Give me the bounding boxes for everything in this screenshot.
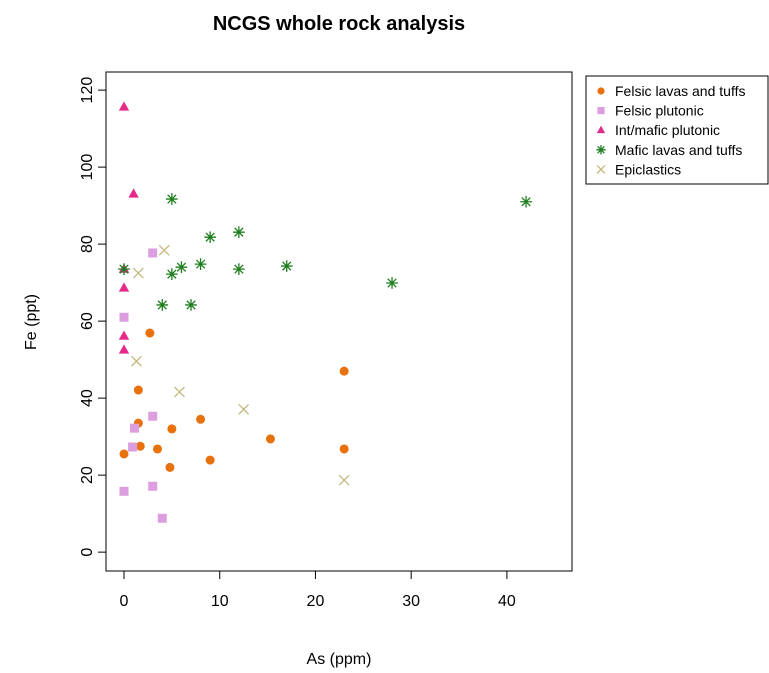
- legend-marker: [596, 145, 606, 155]
- point: [174, 386, 185, 398]
- legend-marker: [596, 125, 606, 134]
- y-tick-label: 60: [79, 312, 96, 330]
- legend-label: Epiclastics: [615, 161, 681, 177]
- y-tick-label: 0: [79, 548, 96, 557]
- point: [148, 481, 158, 491]
- point: [128, 442, 138, 452]
- y-tick-label: 100: [79, 154, 96, 181]
- legend-marker: [597, 87, 605, 95]
- x-tick-label: 0: [120, 593, 129, 610]
- point: [130, 423, 140, 433]
- point: [265, 434, 275, 444]
- y-axis-label: Fe (ppt): [23, 294, 40, 350]
- chart-title: NCGS whole rock analysis: [213, 13, 465, 35]
- point: [238, 403, 250, 415]
- legend-box: [585, 75, 769, 185]
- point: [166, 193, 178, 205]
- x-tick-label: 40: [498, 593, 516, 610]
- legend-label: Felsic plutonic: [615, 103, 704, 119]
- point: [339, 366, 349, 376]
- x-tick-label: 10: [211, 593, 229, 610]
- point: [194, 258, 207, 270]
- point: [118, 101, 130, 111]
- point: [128, 188, 139, 198]
- point: [158, 244, 170, 256]
- legend-label: Mafic lavas and tuffs: [615, 142, 742, 158]
- point: [338, 474, 350, 486]
- point: [166, 268, 178, 280]
- point: [119, 486, 129, 496]
- x-tick-label: 20: [307, 593, 325, 610]
- point: [132, 267, 144, 279]
- point: [196, 414, 206, 424]
- y-tick-label: 20: [79, 466, 96, 484]
- point: [520, 195, 532, 208]
- point: [156, 299, 169, 311]
- x-tick-label: 30: [402, 593, 420, 610]
- point: [118, 282, 130, 292]
- point: [153, 444, 163, 454]
- point: [233, 226, 245, 239]
- y-tick-label: 80: [79, 235, 96, 253]
- point: [131, 355, 142, 367]
- point: [118, 263, 130, 275]
- y-tick-label: 120: [79, 77, 96, 104]
- legend-marker: [597, 107, 605, 115]
- x-axis-label: As (ppm): [307, 651, 372, 668]
- point: [119, 312, 129, 322]
- point: [118, 344, 130, 354]
- point: [339, 444, 349, 454]
- legend-label: Int/mafic plutonic: [615, 122, 720, 138]
- point: [386, 277, 398, 289]
- point: [135, 441, 145, 451]
- point: [157, 513, 167, 523]
- point: [118, 330, 130, 340]
- point: [133, 385, 143, 395]
- point: [204, 231, 217, 244]
- point: [175, 261, 188, 274]
- point: [148, 411, 158, 421]
- point: [148, 248, 158, 258]
- point: [185, 299, 197, 311]
- point: [119, 449, 129, 459]
- point: [165, 462, 175, 472]
- point: [233, 263, 245, 275]
- point: [205, 455, 215, 465]
- legend-marker: [596, 164, 606, 174]
- point: [167, 424, 177, 434]
- y-tick-label: 40: [79, 389, 96, 407]
- legend-label: Felsic lavas and tuffs: [615, 83, 745, 99]
- point: [145, 328, 155, 338]
- point: [280, 260, 293, 272]
- plot-box: [105, 71, 573, 572]
